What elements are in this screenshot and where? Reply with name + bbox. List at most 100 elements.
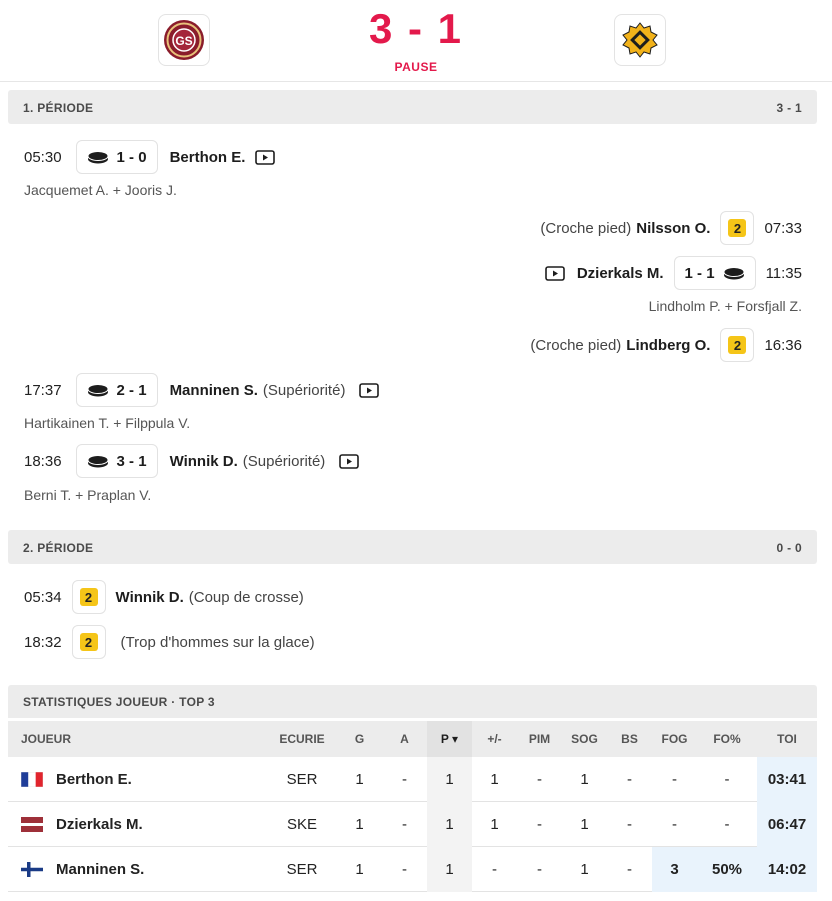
goal-event: Dzierkals M. 1 - 1 11:35 bbox=[545, 256, 802, 290]
col-header-toi[interactable]: TOI bbox=[777, 732, 797, 746]
goal-score-pill: 3 - 1 bbox=[75, 444, 158, 478]
stats-title-text: STATISTIQUES JOUEUR · TOP 3 bbox=[23, 695, 215, 709]
scorer-name[interactable]: Manninen S. bbox=[169, 381, 258, 399]
event-time: 11:35 bbox=[765, 264, 802, 282]
col-header-fog[interactable]: FOG bbox=[661, 732, 688, 746]
table-row: Dzierkals M. SKE 1 - 1 1 - 1 - - - 06:47 bbox=[8, 802, 817, 847]
stat-bs: - bbox=[627, 771, 632, 788]
match-status: PAUSE bbox=[394, 60, 438, 74]
stat-plus-minus: - bbox=[492, 861, 497, 878]
stat-pim: - bbox=[537, 861, 542, 878]
goal-score-pill: 1 - 0 bbox=[75, 140, 158, 174]
penalized-player[interactable]: Nilsson O. bbox=[636, 219, 711, 237]
table-row: Berthon E. SER 1 - 1 1 - 1 - - - 03:41 bbox=[8, 757, 817, 802]
col-header-plus-minus[interactable]: +/- bbox=[487, 732, 502, 746]
col-header-player[interactable]: JOUEUR bbox=[21, 732, 72, 746]
goal-assists: Hartikainen T. + Filppula V. bbox=[24, 415, 191, 431]
player-team: SKE bbox=[286, 816, 317, 833]
penalty-event: (Croche pied) Nilsson O. 2 07:33 bbox=[540, 211, 802, 245]
stat-sog: 1 bbox=[580, 861, 589, 878]
event-time: 05:30 bbox=[24, 148, 62, 166]
event-time: 18:36 bbox=[24, 452, 62, 470]
penalty-minutes: 2 bbox=[728, 336, 747, 354]
scorer-name[interactable]: Winnik D. bbox=[169, 452, 238, 470]
france-flag-icon bbox=[21, 772, 43, 787]
stat-plus-minus: 1 bbox=[490, 771, 499, 788]
stat-points: 1 bbox=[427, 802, 472, 847]
col-header-sog[interactable]: SOG bbox=[571, 732, 598, 746]
penalized-player[interactable]: Winnik D. bbox=[115, 588, 184, 606]
stat-fo-pct: - bbox=[724, 816, 730, 833]
stat-fog: 3 bbox=[652, 847, 697, 892]
period-1-header[interactable]: 1. PÉRIODE 3 - 1 bbox=[8, 90, 817, 124]
scorer-name[interactable]: Dzierkals M. bbox=[576, 264, 664, 282]
col-header-points[interactable]: P ▾ bbox=[427, 721, 472, 757]
skelleftea-logo-icon bbox=[622, 22, 658, 58]
event-time: 18:32 bbox=[24, 633, 62, 651]
puck-icon bbox=[87, 150, 109, 163]
player-name[interactable]: Manninen S. bbox=[56, 861, 145, 878]
goal-score-pill: 2 - 1 bbox=[75, 373, 158, 407]
goal-situation: (Supériorité) bbox=[242, 452, 326, 470]
goal-assists: Lindholm P. + Forsfjall Z. bbox=[648, 298, 802, 314]
stat-fog: - bbox=[672, 771, 677, 788]
player-team: SER bbox=[286, 771, 318, 788]
penalty-minutes: 2 bbox=[728, 219, 747, 237]
col-header-fo-pct[interactable]: FO% bbox=[713, 732, 741, 746]
goal-score: 3 - 1 bbox=[116, 452, 147, 470]
col-header-assists[interactable]: A bbox=[400, 732, 409, 746]
goal-score: 2 - 1 bbox=[116, 381, 147, 399]
stat-goals: 1 bbox=[355, 861, 364, 878]
goal-score: 1 - 0 bbox=[116, 148, 147, 166]
player-name[interactable]: Dzierkals M. bbox=[56, 816, 143, 833]
period-score: 0 - 0 bbox=[776, 541, 802, 555]
home-team-logo[interactable]: GS bbox=[158, 14, 210, 66]
goal-event: 17:37 2 - 1 Manninen S. (Supériorité) bbox=[24, 373, 380, 407]
period-2-header[interactable]: 2. PÉRIODE 0 - 0 bbox=[8, 530, 817, 564]
stat-toi: 06:47 bbox=[757, 802, 817, 847]
col-header-bs[interactable]: BS bbox=[621, 732, 638, 746]
away-team-logo[interactable] bbox=[614, 14, 666, 66]
puck-icon bbox=[723, 266, 745, 279]
stat-fo-pct: - bbox=[724, 771, 730, 788]
penalty-reason: (Croche pied) bbox=[540, 219, 632, 237]
stat-pim: - bbox=[537, 771, 542, 788]
col-header-team[interactable]: ECURIE bbox=[279, 732, 325, 746]
video-play-icon[interactable] bbox=[359, 382, 380, 398]
video-play-icon[interactable] bbox=[545, 265, 565, 281]
penalized-player[interactable]: Lindberg O. bbox=[626, 336, 711, 354]
scorer-name[interactable]: Berthon E. bbox=[169, 148, 246, 166]
col-header-goals[interactable]: G bbox=[354, 732, 365, 746]
stat-points: 1 bbox=[427, 847, 472, 892]
stat-plus-minus: 1 bbox=[490, 816, 499, 833]
goal-event: 18:36 3 - 1 Winnik D. (Supériorité) bbox=[24, 444, 360, 478]
goal-assists: Berni T. + Praplan V. bbox=[24, 487, 152, 503]
stats-table-header: JOUEUR ECURIE G A P ▾ +/- PIM SOG BS FOG… bbox=[8, 721, 817, 757]
period-label: 2. PÉRIODE bbox=[23, 541, 94, 555]
penalty-minutes: 2 bbox=[79, 633, 98, 651]
event-time: 16:36 bbox=[764, 336, 802, 354]
latvia-flag-icon bbox=[21, 817, 43, 832]
stat-assists: - bbox=[402, 861, 407, 878]
stat-bs: - bbox=[627, 861, 632, 878]
event-time: 17:37 bbox=[24, 381, 62, 399]
stat-bs: - bbox=[627, 816, 632, 833]
player-team: SER bbox=[286, 861, 318, 878]
goal-situation: (Supériorité) bbox=[262, 381, 346, 399]
period-label: 1. PÉRIODE bbox=[23, 101, 94, 115]
player-stats-title: STATISTIQUES JOUEUR · TOP 3 bbox=[8, 685, 817, 718]
stat-sog: 1 bbox=[580, 771, 589, 788]
puck-icon bbox=[87, 383, 109, 396]
puck-icon bbox=[87, 454, 109, 467]
table-row: Manninen S. SER 1 - 1 - - 1 - 3 50% 14:0… bbox=[8, 847, 817, 892]
goal-score-pill: 1 - 1 bbox=[673, 256, 756, 290]
period-score: 3 - 1 bbox=[776, 101, 802, 115]
col-header-pim[interactable]: PIM bbox=[528, 732, 551, 746]
video-play-icon[interactable] bbox=[339, 453, 360, 469]
finland-flag-icon bbox=[21, 862, 43, 877]
goal-assists: Jacquemet A. + Jooris J. bbox=[24, 182, 177, 198]
video-play-icon[interactable] bbox=[255, 149, 276, 165]
player-name[interactable]: Berthon E. bbox=[56, 771, 132, 788]
match-score: 3 - 1 bbox=[368, 5, 464, 52]
penalty-minutes-box: 2 bbox=[71, 580, 106, 614]
